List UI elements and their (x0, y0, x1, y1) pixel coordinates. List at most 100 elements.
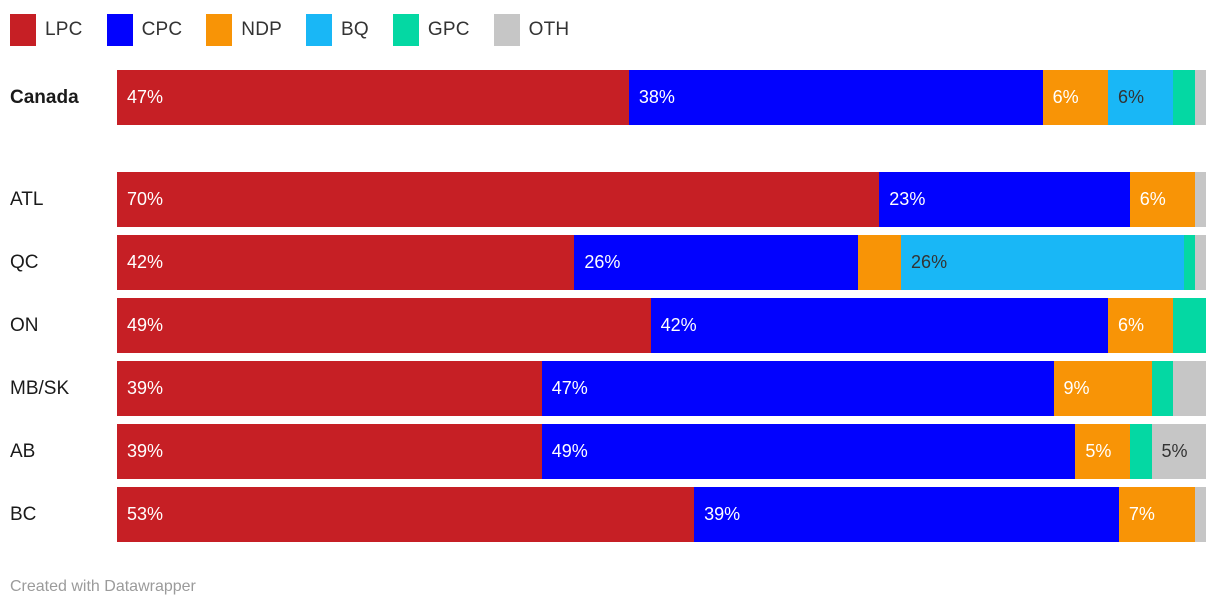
legend-swatch-icon (10, 14, 36, 46)
legend: LPC CPC NDP BQ GPC OTH (10, 14, 1206, 46)
segment-ndp (857, 235, 902, 290)
row-label: AB (10, 440, 36, 462)
segment-oth (1173, 361, 1206, 416)
segment-ndp: 9% (1053, 361, 1152, 416)
segment-cpc: 42% (650, 298, 1108, 353)
row-label: ATL (10, 188, 44, 210)
chart-row: ON 49% 42% 6% (10, 298, 1206, 353)
segment-gpc (1173, 70, 1196, 125)
segment-oth (1195, 487, 1206, 542)
chart-row: MB/SK 39% 47% 9% (10, 361, 1206, 416)
legend-label: GPC (427, 19, 470, 40)
segment-lpc: 39% (117, 424, 542, 479)
segment-value-label: 6% (1052, 87, 1079, 107)
segment-value-label: 5% (1161, 441, 1188, 461)
segment-lpc: 53% (117, 487, 695, 542)
chart-row: ATL 70% 23% 6% (10, 172, 1206, 227)
row-label: BC (10, 503, 37, 525)
segment-value-label: 6% (1117, 87, 1144, 107)
legend-item-gpc: GPC (392, 14, 470, 46)
segment-value-label: 53% (127, 504, 164, 524)
chart-row: QC 42% 26% 26% (10, 235, 1206, 290)
segment-value-label: 5% (1085, 441, 1112, 461)
segment-value-label: 39% (127, 378, 164, 398)
segment-value-label: 42% (660, 315, 697, 335)
segment-cpc: 38% (628, 70, 1043, 125)
chart-row: BC 53% 39% 7% (10, 487, 1206, 542)
legend-label: OTH (528, 19, 570, 40)
legend-label: LPC (45, 19, 83, 40)
bar: 53% 39% 7% (117, 487, 1206, 542)
segment-value-label: 26% (584, 252, 621, 272)
segment-gpc (1184, 235, 1196, 290)
segment-oth (1195, 172, 1206, 227)
legend-item-oth: OTH (493, 14, 570, 46)
legend-item-ndp: NDP (206, 14, 282, 46)
segment-value-label: 47% (127, 87, 164, 107)
segment-value-label: 70% (127, 189, 164, 209)
segment-gpc (1129, 424, 1152, 479)
segment-value-label: 38% (638, 87, 675, 107)
segment-value-label: 9% (1063, 378, 1090, 398)
segment-value-label: 49% (127, 315, 164, 335)
segment-oth (1195, 235, 1206, 290)
legend-swatch-icon (493, 14, 520, 46)
segment-value-label: 47% (551, 378, 588, 398)
segment-value-label: 42% (127, 252, 164, 272)
chart-rows: Canada 47% 38% 6% 6% ATL 70% 23% 6% QC 42% 26% 26% ON… (10, 70, 1206, 542)
legend-swatch-icon (106, 14, 133, 46)
legend-swatch-icon (392, 14, 419, 46)
chart-row: AB 39% 49% 5% 5% (10, 424, 1206, 479)
legend-swatch-icon (306, 14, 332, 46)
row-label: QC (10, 251, 39, 273)
legend-label: CPC (141, 19, 183, 40)
row-label: ON (10, 314, 39, 336)
segment-value-label: 39% (127, 441, 164, 461)
segment-lpc: 47% (117, 70, 629, 125)
segment-cpc: 47% (541, 361, 1054, 416)
segment-bq: 26% (901, 235, 1185, 290)
segment-lpc: 39% (117, 361, 542, 416)
bar: 39% 49% 5% 5% (117, 424, 1206, 479)
segment-oth: 5% (1151, 424, 1206, 479)
bar: 47% 38% 6% 6% (117, 70, 1206, 125)
datawrapper-credit-link[interactable]: Created with Datawrapper (10, 578, 196, 595)
segment-value-label: 7% (1128, 504, 1155, 524)
segment-ndp: 6% (1042, 70, 1108, 125)
segment-cpc: 49% (541, 424, 1076, 479)
footer: Created with Datawrapper (10, 578, 196, 596)
row-label: MB/SK (10, 377, 70, 399)
legend-item-lpc: LPC (10, 14, 83, 46)
legend-swatch-icon (206, 14, 233, 46)
segment-ndp: 6% (1129, 172, 1196, 227)
segment-oth (1195, 70, 1206, 125)
chart-row: Canada 47% 38% 6% 6% (10, 70, 1206, 125)
segment-value-label: 26% (911, 252, 948, 272)
segment-cpc: 26% (574, 235, 858, 290)
segment-lpc: 49% (117, 298, 651, 353)
segment-ndp: 6% (1107, 298, 1174, 353)
legend-item-cpc: CPC (106, 14, 183, 46)
bar: 42% 26% 26% (117, 235, 1206, 290)
segment-ndp: 5% (1075, 424, 1130, 479)
bar: 70% 23% 6% (117, 172, 1206, 227)
bar: 39% 47% 9% (117, 361, 1206, 416)
segment-ndp: 7% (1118, 487, 1196, 542)
segment-gpc (1151, 361, 1174, 416)
segment-value-label: 49% (551, 441, 588, 461)
legend-label: BQ (341, 19, 369, 40)
segment-gpc (1173, 298, 1206, 353)
segment-bq: 6% (1107, 70, 1174, 125)
legend-label: NDP (241, 19, 282, 40)
segment-cpc: 39% (694, 487, 1119, 542)
segment-value-label: 39% (704, 504, 741, 524)
row-label: Canada (10, 86, 79, 108)
segment-lpc: 42% (117, 235, 575, 290)
bar: 49% 42% 6% (117, 298, 1206, 353)
segment-lpc: 70% (117, 172, 880, 227)
segment-value-label: 23% (889, 189, 926, 209)
legend-item-bq: BQ (306, 14, 369, 46)
segment-value-label: 6% (1117, 315, 1144, 335)
segment-cpc: 23% (879, 172, 1130, 227)
segment-value-label: 6% (1139, 189, 1166, 209)
